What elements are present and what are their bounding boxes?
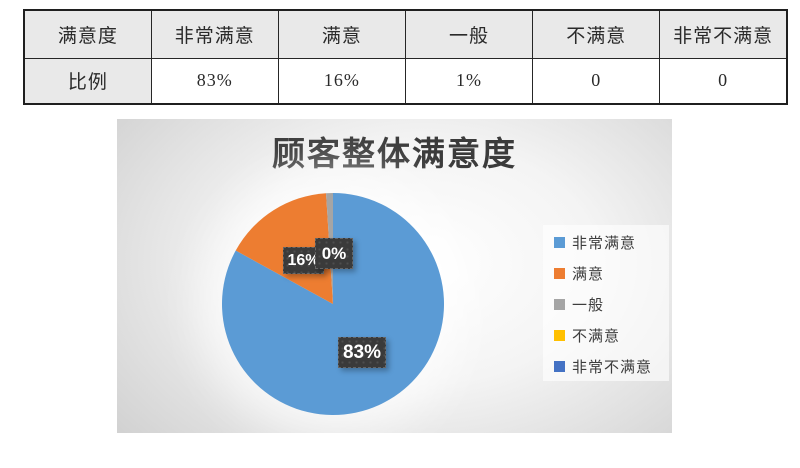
table-value-cell: 83% (150, 57, 279, 105)
legend-marker-icon (554, 330, 565, 341)
legend-marker-icon (554, 299, 565, 310)
table-header-cell: 满意 (277, 9, 406, 59)
legend-label: 满意 (572, 266, 605, 283)
table-value-cell: 1% (404, 57, 534, 105)
legend-label: 非常满意 (572, 235, 637, 252)
table-value-row: 比例 83% 16% 1% 0 0 (23, 57, 788, 105)
pie-chart-container: 顾客整体满意度 16% 0% 83% 非常满意满意一般不满意非常不满意 (117, 119, 672, 433)
legend-marker-icon (554, 268, 565, 279)
legend-item: 非常满意 (554, 233, 652, 252)
legend-label: 一般 (572, 297, 605, 314)
table-header-cell: 非常满意 (150, 9, 279, 59)
table-header-cell: 不满意 (532, 9, 661, 59)
table-row-label: 比例 (23, 57, 152, 105)
table-header-row: 满意度 非常满意 满意 一般 不满意 非常不满意 (23, 9, 788, 59)
table-header-cell: 满意度 (23, 9, 152, 59)
table-value-cell: 0 (659, 57, 788, 105)
legend-item: 不满意 (554, 326, 652, 345)
legend-item: 满意 (554, 264, 652, 283)
data-label-16: 16% (283, 247, 324, 274)
pie-chart (222, 193, 444, 415)
satisfaction-table: 满意度 非常满意 满意 一般 不满意 非常不满意 比例 83% 16% 1% 0… (23, 9, 788, 105)
pie-slice-非常满意 (222, 193, 444, 415)
table-value-cell: 16% (277, 57, 406, 105)
legend-label: 非常不满意 (572, 359, 653, 376)
legend-marker-icon (554, 361, 565, 372)
table-value-cell: 0 (532, 57, 661, 105)
legend-marker-icon (554, 237, 565, 248)
data-label-83: 83% (338, 337, 386, 368)
data-label-0: 0% (315, 238, 353, 269)
table-header-cell: 非常不满意 (659, 9, 788, 59)
chart-legend: 非常满意满意一般不满意非常不满意 (554, 233, 652, 376)
legend-label: 不满意 (572, 328, 621, 345)
legend-item: 一般 (554, 295, 652, 314)
pie-svg (222, 193, 444, 415)
chart-title: 顾客整体满意度 (272, 135, 517, 172)
table-header-cell: 一般 (404, 9, 534, 59)
legend-item: 非常不满意 (554, 357, 652, 376)
